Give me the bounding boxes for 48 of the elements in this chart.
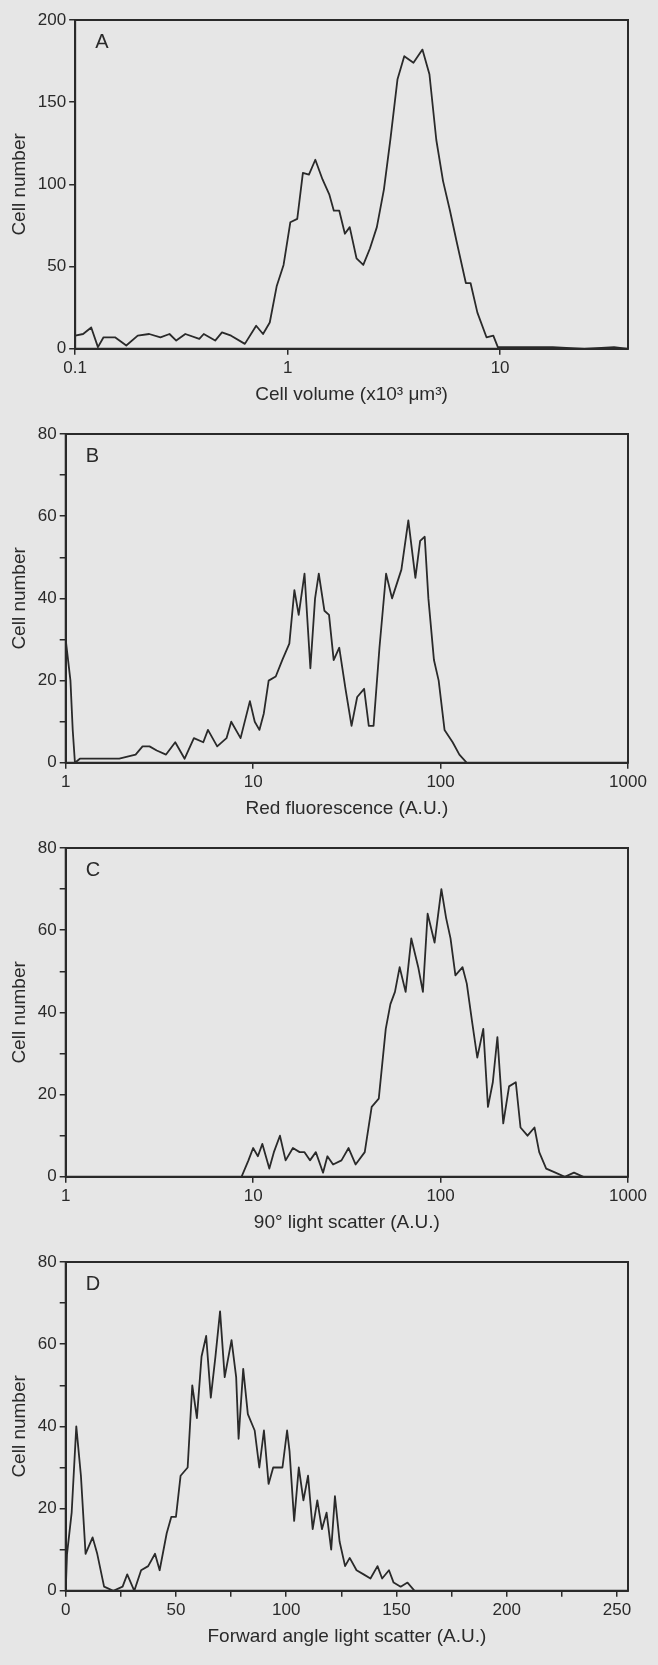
x-tick-label: 150 xyxy=(382,1599,411,1619)
x-tick-label: 1 xyxy=(282,357,293,377)
y-tick-label: 0 xyxy=(47,1166,57,1186)
x-tick-label: 10 xyxy=(243,1185,263,1205)
y-tick-label: 100 xyxy=(37,174,67,194)
x-tick-label: 100 xyxy=(426,1185,455,1205)
x-axis-title: 90° light scatter (A.U.) xyxy=(253,1210,440,1232)
y-tick-label: 60 xyxy=(37,505,57,525)
x-axis-title: Red fluorescence (A.U.) xyxy=(245,796,449,818)
x-tick-label: 50 xyxy=(166,1599,186,1619)
x-tick-label: 10 xyxy=(490,357,510,377)
x-tick-label: 1 xyxy=(60,1185,71,1205)
y-tick-label: 20 xyxy=(37,1084,57,1104)
x-tick-label: 10 xyxy=(243,771,263,791)
x-tick-label: 200 xyxy=(492,1599,521,1619)
y-tick-label: 40 xyxy=(37,1416,57,1436)
x-axis-title: Cell volume (x10³ μm³) xyxy=(255,382,448,404)
y-axis-title: Cell number xyxy=(7,1374,29,1478)
y-tick-label: 60 xyxy=(37,919,57,939)
y-tick-label: 20 xyxy=(37,1498,57,1518)
y-tick-label: 0 xyxy=(47,752,57,772)
x-tick-label: 1000 xyxy=(609,771,647,791)
text: D xyxy=(85,1271,101,1294)
x-tick-label: 1 xyxy=(60,771,71,791)
y-tick-label: 40 xyxy=(37,1002,57,1022)
x-tick-label: 1000 xyxy=(609,1185,647,1205)
text: A xyxy=(95,29,110,52)
y-axis-title: Cell number xyxy=(7,960,29,1064)
y-axis-title: Cell number xyxy=(7,132,29,236)
y-axis-title: Cell number xyxy=(7,546,29,650)
text: B xyxy=(85,443,100,466)
text: C xyxy=(85,857,101,880)
x-tick-label: 100 xyxy=(272,1599,301,1619)
y-tick-label: 0 xyxy=(56,338,67,358)
x-tick-label: 0.1 xyxy=(63,357,87,377)
y-tick-label: 80 xyxy=(37,423,57,443)
x-tick-label: 100 xyxy=(426,771,455,791)
y-tick-label: 50 xyxy=(47,256,67,276)
y-tick-label: 60 xyxy=(37,1333,57,1353)
y-tick-label: 20 xyxy=(37,670,57,690)
y-tick-label: 200 xyxy=(37,9,67,29)
y-tick-label: 40 xyxy=(37,588,57,608)
y-tick-label: 80 xyxy=(37,837,57,857)
x-axis-title: Forward angle light scatter (A.U.) xyxy=(207,1624,487,1646)
x-tick-label: 250 xyxy=(602,1599,632,1619)
y-tick-label: 0 xyxy=(47,1580,57,1600)
y-tick-label: 150 xyxy=(37,91,67,111)
y-tick-label: 80 xyxy=(37,1251,57,1271)
